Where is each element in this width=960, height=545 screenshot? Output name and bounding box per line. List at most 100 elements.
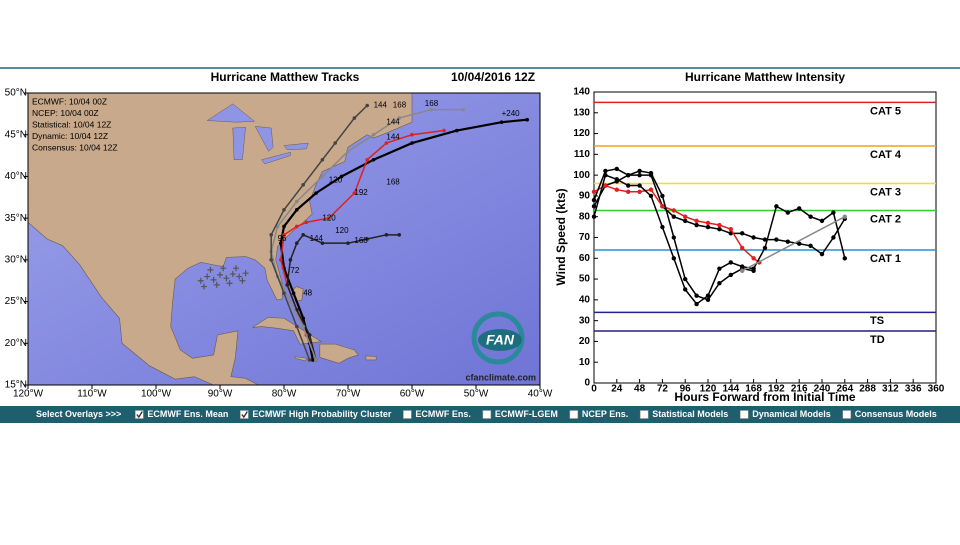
track-point <box>295 199 299 204</box>
overlay-label[interactable]: ECMWF Ens. Mean <box>147 409 228 419</box>
track-hour-label: 96 <box>278 234 287 243</box>
track-point <box>346 149 350 154</box>
overlay-checkbox[interactable] <box>569 410 579 419</box>
intensity-point <box>591 204 597 209</box>
overlay-label[interactable]: ECMWF-LGEM <box>495 409 558 419</box>
y-tick-label: 120 <box>573 128 590 139</box>
track-point <box>279 241 283 245</box>
track-point <box>282 233 286 237</box>
track-point <box>410 141 414 145</box>
intensity-point <box>660 193 665 199</box>
y-tick-label: 80 <box>579 211 591 222</box>
intensity-point <box>728 226 733 232</box>
intensity-point <box>842 256 847 261</box>
track-point <box>295 324 299 329</box>
chart-title: Hurricane Matthew Intensity <box>685 70 845 84</box>
intensity-point <box>637 183 642 188</box>
track-point <box>295 224 299 229</box>
x-tick-label: 110°W <box>77 389 107 400</box>
overlay-checkbox[interactable] <box>842 410 852 419</box>
track-point <box>291 291 296 296</box>
track-hour-label: 144 <box>386 132 400 141</box>
track-hour-label: 144 <box>310 234 324 243</box>
x-tick-label: 48 <box>634 384 646 395</box>
x-tick-label: 216 <box>791 384 808 395</box>
intensity-point <box>717 266 722 271</box>
intensity-point <box>797 206 802 211</box>
y-tick-label: 30°N <box>5 254 27 265</box>
x-axis-label: Hours Forward from Initial Time <box>674 390 855 404</box>
track-point <box>307 333 312 337</box>
overlay-checkbox[interactable] <box>240 410 249 419</box>
threshold-label: CAT 1 <box>870 253 901 265</box>
map-title: Hurricane Matthew Tracks <box>211 70 360 84</box>
cluster-marker <box>220 265 227 272</box>
y-tick-label: 45°N <box>5 129 27 140</box>
overlay-checkbox[interactable] <box>135 410 144 419</box>
intensity-point <box>728 260 733 265</box>
y-tick-label: 70 <box>579 232 591 243</box>
land <box>365 355 377 361</box>
track-point <box>285 283 290 287</box>
intensity-point <box>819 251 825 257</box>
overlay-label[interactable]: ECMWF Ens. <box>415 409 471 419</box>
overlay-prompt: Select Overlays >>> <box>36 409 121 419</box>
y-tick-label: 130 <box>573 107 590 118</box>
intensity-point <box>785 239 790 244</box>
track-point <box>307 358 312 362</box>
overlay-label[interactable]: Consensus Models <box>855 409 937 419</box>
track-hour-label: 144 <box>386 117 400 126</box>
track-hour-label: 48 <box>303 288 312 297</box>
overlay-label[interactable]: ECMWF High Probability Cluster <box>252 409 392 419</box>
track-point <box>525 117 529 122</box>
intensity-point <box>774 237 779 242</box>
x-tick-label: 100°W <box>141 389 172 400</box>
track-point <box>295 208 299 212</box>
track-point <box>455 128 459 133</box>
overlay-label[interactable]: Statistical Models <box>652 409 728 419</box>
overlay-checkbox[interactable] <box>739 410 749 419</box>
intensity-point <box>671 208 676 213</box>
track-hour-label: +240 <box>502 109 521 118</box>
overlay-checkbox[interactable] <box>639 410 649 419</box>
x-tick-label: 168 <box>745 384 762 395</box>
intensity-point <box>660 204 665 209</box>
track-hour-label: 144 <box>374 101 388 110</box>
threshold-label: TD <box>870 334 885 346</box>
cluster-marker <box>239 277 246 284</box>
intensity-point <box>591 214 597 219</box>
track-point <box>384 141 389 145</box>
track-point <box>295 241 299 245</box>
x-tick-label: 288 <box>859 384 876 395</box>
track-hour-label: 120 <box>335 226 349 235</box>
intensity-point <box>648 187 654 192</box>
track-point <box>339 174 344 179</box>
x-tick-label: 40°W <box>528 389 553 400</box>
track-point <box>282 208 286 212</box>
intensity-point <box>785 210 790 215</box>
overlay-checkbox[interactable] <box>482 410 492 419</box>
track-hour-label: 120 <box>322 213 336 222</box>
y-tick-label: 20°N <box>5 338 27 349</box>
cluster-marker <box>223 275 230 282</box>
lake <box>232 126 246 160</box>
track-point <box>282 291 286 296</box>
overlay-label[interactable]: Dynamical Models <box>752 409 831 419</box>
overlay-checkbox[interactable] <box>403 410 412 419</box>
y-tick-label: 110 <box>574 149 591 160</box>
track-hour-label: 168 <box>393 101 407 110</box>
intensity-point <box>591 197 597 203</box>
intensity-point <box>831 235 836 240</box>
intensity-point <box>842 214 847 219</box>
x-tick-label: 360 <box>928 384 945 395</box>
y-tick-label: 60 <box>579 253 591 264</box>
y-axis-label: Wind Speed (kts) <box>554 188 568 285</box>
cluster-marker <box>226 280 233 287</box>
lake <box>254 126 274 152</box>
track-point <box>371 157 376 162</box>
map-legend-entry: Consensus: 10/04 12Z <box>32 142 118 152</box>
track-point <box>320 174 325 179</box>
overlay-label[interactable]: NCEP Ens. <box>582 409 628 419</box>
x-tick-label: 60°W <box>400 389 425 400</box>
y-tick-label: 140 <box>573 87 590 98</box>
